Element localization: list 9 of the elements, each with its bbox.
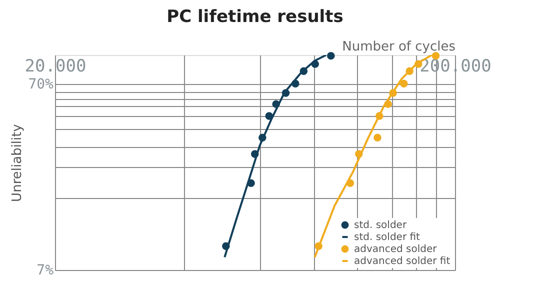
legend-label: advanced solder: [354, 244, 438, 255]
y-tick-label: 70%: [28, 76, 54, 92]
chart-title: PC lifetime results: [166, 7, 344, 27]
legend-label: advanced solder fit: [354, 256, 450, 267]
legend-label: std. solder fit: [354, 232, 420, 243]
y-axis-title: Unreliability: [10, 124, 26, 202]
y-tick-label: 7%: [36, 262, 54, 278]
legend-label: std. solder: [354, 220, 408, 231]
x-axis-title: Number of cycles: [342, 40, 456, 54]
